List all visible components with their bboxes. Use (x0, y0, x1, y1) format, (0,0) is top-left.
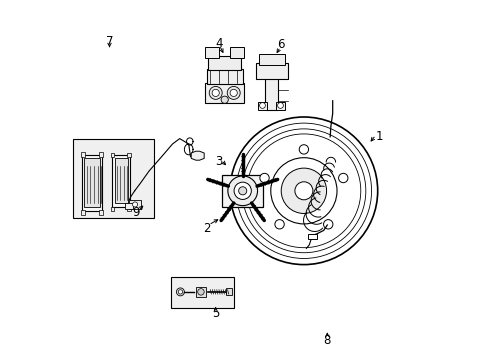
Bar (204, 47, 219, 58)
Circle shape (212, 89, 219, 96)
Bar (264, 76, 277, 110)
Bar (82, 155, 102, 211)
Bar (125, 203, 133, 209)
Circle shape (259, 103, 265, 108)
Circle shape (132, 202, 137, 207)
Circle shape (234, 182, 251, 199)
Text: 7: 7 (105, 35, 113, 48)
Text: 3: 3 (215, 156, 223, 168)
Circle shape (227, 86, 240, 99)
Bar (257, 102, 266, 110)
Bar (276, 102, 285, 110)
Text: 1: 1 (375, 130, 383, 143)
Bar (99, 152, 103, 157)
Circle shape (277, 103, 283, 108)
Polygon shape (191, 151, 204, 160)
Circle shape (227, 176, 257, 206)
Circle shape (178, 290, 182, 294)
Bar (204, 83, 244, 103)
Circle shape (230, 89, 237, 96)
Bar (256, 63, 287, 79)
Bar (258, 54, 284, 65)
Circle shape (176, 288, 184, 296)
Circle shape (270, 158, 336, 224)
Text: 5: 5 (212, 307, 219, 320)
Bar (112, 155, 130, 207)
Text: 8: 8 (323, 334, 330, 347)
Bar (84, 158, 101, 207)
Bar (81, 152, 85, 157)
Circle shape (209, 86, 222, 99)
Bar (170, 277, 233, 308)
Bar (81, 210, 85, 215)
Circle shape (294, 182, 312, 200)
Bar (206, 69, 242, 84)
Circle shape (281, 168, 326, 213)
Circle shape (323, 220, 332, 229)
Text: 9: 9 (132, 206, 140, 219)
Bar (127, 153, 130, 157)
Circle shape (338, 173, 347, 183)
Circle shape (221, 96, 228, 103)
Bar (110, 153, 114, 157)
Circle shape (230, 117, 377, 265)
Bar (307, 234, 316, 239)
Text: 2: 2 (203, 222, 210, 235)
Circle shape (274, 220, 284, 229)
Bar (230, 47, 244, 58)
Bar (129, 200, 141, 209)
Circle shape (238, 187, 246, 195)
Bar (225, 288, 232, 296)
Bar (99, 210, 103, 215)
Circle shape (259, 173, 269, 183)
Text: 4: 4 (215, 37, 223, 50)
Circle shape (299, 145, 308, 154)
Bar (127, 207, 130, 211)
Bar (110, 207, 114, 211)
Bar (73, 139, 154, 218)
Circle shape (197, 289, 204, 295)
Bar (222, 175, 263, 207)
Bar (196, 287, 205, 297)
Bar (208, 56, 241, 70)
Text: 6: 6 (276, 39, 284, 51)
Bar (114, 158, 127, 203)
